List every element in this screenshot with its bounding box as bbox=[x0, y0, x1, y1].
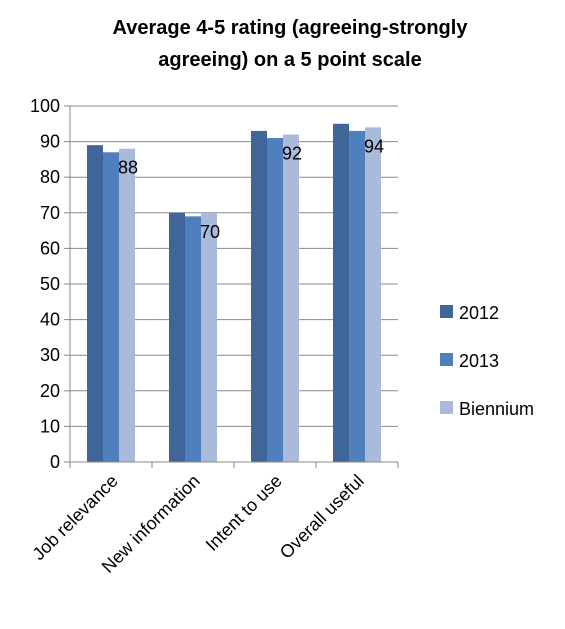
bar-biennium-new-information bbox=[201, 212, 217, 462]
legend-label-2013: 2013 bbox=[459, 351, 499, 371]
chart-title-line-1: Average 4-5 rating (agreeing-strongly bbox=[113, 17, 469, 39]
legend-swatch-2012 bbox=[440, 305, 453, 318]
bar-biennium-job-relevance bbox=[119, 148, 135, 462]
y-tick-label: 0 bbox=[50, 452, 60, 472]
x-category-label: Job relevance bbox=[28, 471, 121, 564]
axes bbox=[64, 105, 399, 468]
x-category-label: Intent to use bbox=[202, 471, 286, 555]
y-tick-label: 50 bbox=[40, 274, 60, 294]
legend-swatch-2013 bbox=[440, 353, 453, 366]
bars bbox=[87, 123, 381, 463]
y-tick-label: 80 bbox=[40, 167, 60, 187]
y-axis-ticks: 0 10 20 30 40 50 60 70 80 90 100 bbox=[30, 96, 60, 472]
y-tick-label: 90 bbox=[40, 132, 60, 152]
y-tick-label: 40 bbox=[40, 310, 60, 330]
legend: 2012 2013 Biennium bbox=[440, 303, 534, 419]
bar-2012-job-relevance bbox=[87, 145, 103, 462]
data-label: 70 bbox=[200, 222, 220, 242]
bar-2012-intent-to-use bbox=[251, 130, 267, 463]
data-label: 88 bbox=[118, 158, 138, 178]
bar-biennium-overall-useful bbox=[365, 127, 381, 463]
legend-label-biennium: Biennium bbox=[459, 399, 534, 419]
y-tick-label: 10 bbox=[40, 416, 60, 436]
bar-biennium-intent-to-use bbox=[283, 134, 299, 463]
chart-title-line-2: agreeing) on a 5 point scale bbox=[158, 49, 421, 71]
bar-2013-intent-to-use bbox=[267, 138, 283, 463]
y-tick-label: 30 bbox=[40, 345, 60, 365]
legend-swatch-biennium bbox=[440, 401, 453, 414]
bar-2012-overall-useful bbox=[333, 123, 349, 463]
y-tick-label: 60 bbox=[40, 238, 60, 258]
legend-label-2012: 2012 bbox=[459, 303, 499, 323]
x-category-label: Overall useful bbox=[276, 471, 368, 563]
bar-2012-new-information bbox=[169, 212, 185, 462]
bar-2013-job-relevance bbox=[103, 152, 119, 462]
data-label: 94 bbox=[364, 136, 384, 156]
data-labels: 88 70 92 94 bbox=[118, 136, 384, 241]
bar-2013-new-information bbox=[185, 216, 201, 462]
data-label: 92 bbox=[282, 143, 302, 163]
bar-2013-overall-useful bbox=[349, 130, 365, 463]
y-tick-label: 20 bbox=[40, 381, 60, 401]
chart-title: Average 4-5 rating (agreeing-strongly ag… bbox=[113, 17, 469, 71]
y-tick-label: 70 bbox=[40, 203, 60, 223]
y-tick-label: 100 bbox=[30, 96, 60, 116]
